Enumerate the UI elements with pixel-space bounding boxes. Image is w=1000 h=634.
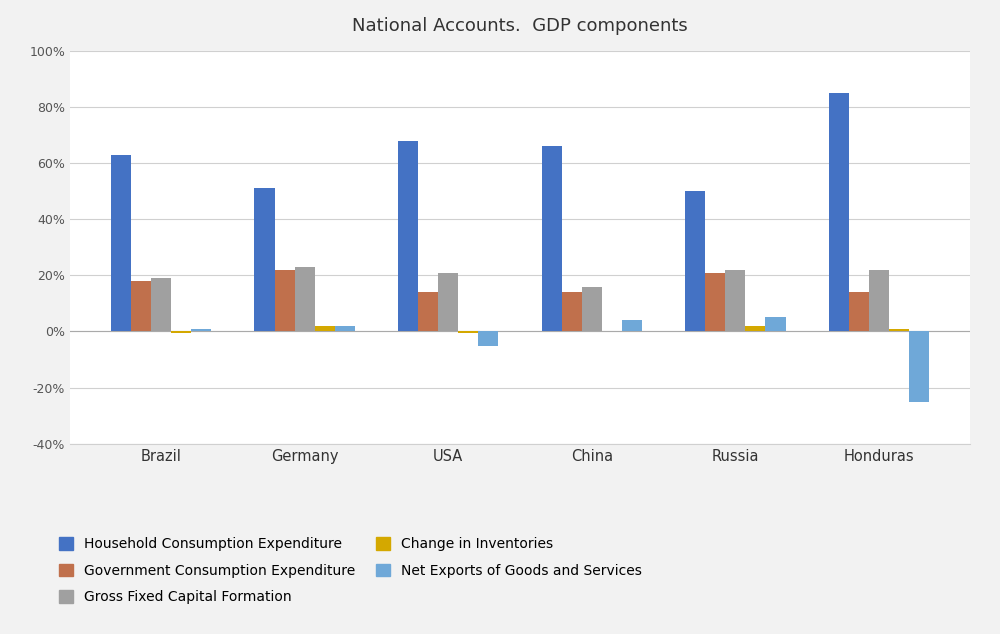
Bar [542,146,562,332]
Bar [909,332,929,402]
Bar [171,332,191,333]
Bar [335,326,355,332]
Bar [705,273,725,332]
Bar [849,292,869,332]
Bar [582,287,602,332]
Bar [562,292,582,332]
Bar [418,292,438,332]
Bar [685,191,705,332]
Bar [275,269,295,332]
Bar [398,141,418,332]
Legend: Household Consumption Expenditure, Government Consumption Expenditure, Gross Fix: Household Consumption Expenditure, Gover… [59,537,642,604]
Bar [829,93,849,332]
Bar [131,281,151,332]
Bar [315,326,335,332]
Bar [622,320,642,332]
Bar [478,332,498,346]
Bar [765,318,786,332]
Bar [869,269,889,332]
Bar [725,269,745,332]
Bar [254,188,275,332]
Bar [438,273,458,332]
Bar [295,267,315,332]
Bar [458,332,478,333]
Bar [111,155,131,332]
Bar [191,328,211,332]
Title: National Accounts.  GDP components: National Accounts. GDP components [352,17,688,36]
Bar [745,326,765,332]
Bar [889,328,909,332]
Bar [151,278,171,332]
